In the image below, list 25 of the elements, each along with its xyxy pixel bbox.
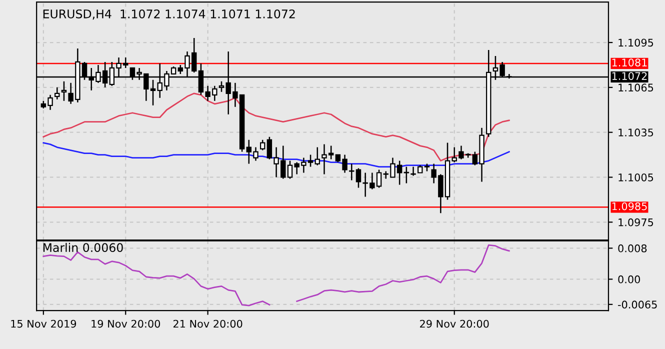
- candlestick: [356, 168, 362, 188]
- x-tick-label: 15 Nov 2019: [11, 320, 76, 328]
- candlestick: [410, 166, 416, 176]
- y-tick-label: 0.008: [618, 244, 647, 252]
- y-tick-label: -0.0065: [618, 300, 657, 309]
- y-tick-label: 1.1005: [618, 173, 654, 182]
- candlestick: [404, 166, 410, 184]
- candlestick: [61, 80, 67, 102]
- candlestick: [349, 163, 354, 181]
- candlestick: [54, 86, 60, 100]
- y-tick-label: 0.00: [618, 275, 640, 284]
- y-tick-label: 1.0975: [618, 218, 654, 226]
- candlestick: [260, 139, 266, 151]
- y-tick-label: 1.1095: [618, 38, 654, 47]
- x-tick-label: 19 Nov 20:00: [92, 320, 160, 328]
- chart-title: Marlin 0.0060: [43, 242, 123, 252]
- text: EURUSD,H4 1.1072 1.1074 1.1071 1.1072: [43, 9, 295, 20]
- x-tick-label: 29 Nov 20:00: [420, 320, 489, 328]
- ref-line-label: 1.1081: [612, 58, 647, 66]
- y-tick-label: 1.1065: [618, 84, 654, 92]
- ref-line-label: 1.1072: [612, 72, 647, 80]
- candlestick: [314, 146, 320, 166]
- ref-line-label: 1.0985: [612, 202, 647, 210]
- x-tick-label: 21 Nov 20:00: [173, 320, 242, 328]
- y-tick-label: 1.1035: [618, 128, 654, 136]
